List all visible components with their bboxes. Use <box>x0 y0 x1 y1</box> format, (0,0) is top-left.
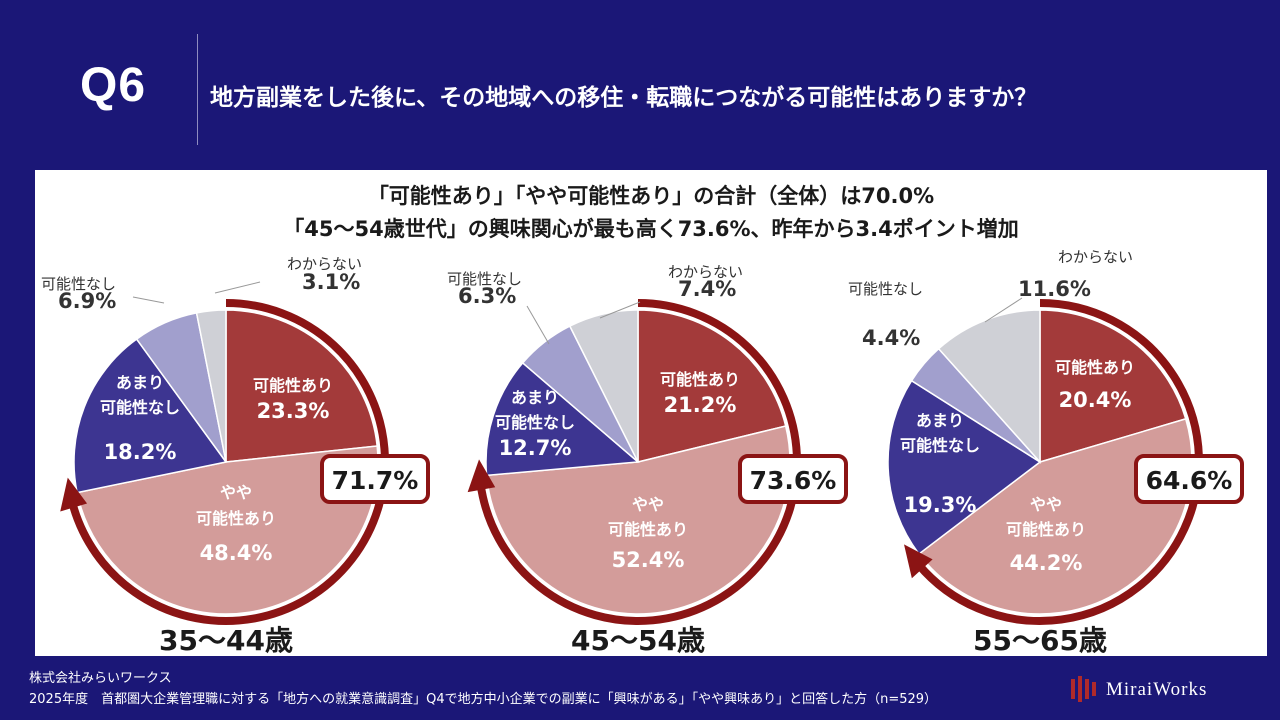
slice-name-label: わからない <box>287 255 362 273</box>
slice-name-label: あまり <box>116 373 164 392</box>
question-text: 地方副業をした後に、その地域への移住・転職につながる可能性はありますか？ <box>210 85 1038 111</box>
leader-line <box>526 305 550 345</box>
slice-name-label: 可能性あり <box>253 376 333 395</box>
total-positive-box <box>738 454 848 504</box>
slice-value-label: 4.4% <box>862 326 920 350</box>
slice-value-label: 6.3% <box>458 284 516 308</box>
age-group-title: 35～44歳 <box>159 624 293 657</box>
miraiworks-logo-icon <box>1071 676 1096 702</box>
footer-company: 株式会社みらいワークス <box>29 671 172 686</box>
slice-value-label: 7.4% <box>678 277 736 301</box>
slice-value-label: 3.1% <box>302 270 360 294</box>
pie-slice-2 <box>76 445 379 615</box>
total-positive-label: 73.6% <box>750 466 837 495</box>
pie-slice-5 <box>568 309 639 463</box>
slice-name-label: 可能性あり <box>660 370 740 389</box>
slice-name-label: 可能性あり <box>1055 358 1135 377</box>
slice-value-label: 19.3% <box>904 493 977 517</box>
arrow-head-icon <box>60 477 88 512</box>
slice-name-label: やや <box>220 483 252 502</box>
pie-slice-3 <box>73 338 228 494</box>
slice-value-label: 21.2% <box>664 393 737 417</box>
slice-name-label: やや <box>632 495 664 514</box>
total-positive-label: 71.7% <box>332 466 419 495</box>
slice-name-label: あまり <box>511 388 559 407</box>
slice-name-label: やや <box>1030 495 1062 514</box>
pie-slice-1 <box>637 309 787 463</box>
headline-line-2: 「45～54歳世代」の興味関心が最も高く73.6%、昨年から3.4ポイント増加 <box>283 217 1019 241</box>
pie-slice-5 <box>937 309 1041 464</box>
slice-name-label: あまり <box>916 411 964 430</box>
total-positive-box <box>1134 454 1244 504</box>
arrow-head-icon <box>904 544 933 579</box>
logo-text: MiraiWorks <box>1106 679 1208 700</box>
leader-line <box>984 297 1023 323</box>
slice-value-label: 18.2% <box>104 440 177 464</box>
slice-value-label: 23.3% <box>257 399 330 423</box>
header-divider <box>197 34 198 145</box>
slice-name-label: 可能性なし <box>100 398 180 417</box>
slice-value-label: 12.7% <box>499 436 572 460</box>
pie-slice-3 <box>887 379 1042 555</box>
question-number: Q6 <box>80 59 147 112</box>
slice-name-label: わからない <box>1058 248 1133 266</box>
slice-name-label: 可能性あり <box>1006 520 1086 539</box>
slice-name-label: 可能性なし <box>495 413 575 432</box>
positive-arc <box>476 299 801 625</box>
slice-value-label: 11.6% <box>1018 277 1091 301</box>
positive-arc <box>68 299 389 625</box>
arrow-head-icon <box>467 459 496 493</box>
leader-line <box>599 301 641 319</box>
headline-line-1: 「可能性あり」「やや可能性あり」の合計（全体）は70.0% <box>367 184 935 208</box>
slice-value-label: 52.4% <box>612 548 685 572</box>
age-group-title: 55～65歳 <box>973 624 1107 657</box>
slice-value-label: 48.4% <box>200 541 273 565</box>
slice-value-label: 20.4% <box>1059 388 1132 412</box>
slice-value-label: 6.9% <box>58 289 116 313</box>
slice-name-label: わからない <box>668 263 743 281</box>
total-positive-box <box>320 454 430 504</box>
slice-name-label: 可能性なし <box>848 280 923 298</box>
pie-slice-3 <box>485 361 640 477</box>
slice-value-label: 44.2% <box>1010 551 1083 575</box>
slice-name-label: 可能性なし <box>447 270 522 288</box>
footer-note: 2025年度 首都圏大企業管理職に対する「地方への就業意識調査」Q4で地方中小企… <box>29 692 938 707</box>
slice-name-label: 可能性あり <box>608 520 688 539</box>
slice-name-label: 可能性なし <box>900 436 980 455</box>
slice-name-label: 可能性あり <box>196 509 276 528</box>
slice-name-label: 可能性なし <box>41 275 116 293</box>
positive-arc <box>915 299 1203 625</box>
leader-line <box>214 281 261 294</box>
age-group-title: 45～54歳 <box>571 624 705 657</box>
total-positive-label: 64.6% <box>1146 466 1233 495</box>
pie-slice-5 <box>195 309 227 463</box>
pie-slice-1 <box>1039 309 1187 464</box>
leader-line <box>132 296 165 304</box>
pie-slice-1 <box>225 309 378 463</box>
